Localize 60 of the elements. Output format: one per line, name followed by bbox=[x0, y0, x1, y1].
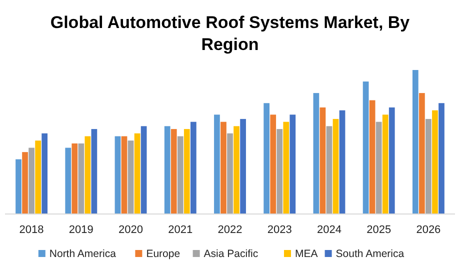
x-tick-label: 2019 bbox=[68, 224, 94, 236]
bar bbox=[382, 114, 388, 214]
x-tick-label: 2021 bbox=[168, 224, 193, 236]
bar bbox=[42, 133, 48, 214]
bar bbox=[369, 100, 376, 214]
legend-label: Asia Pacific bbox=[204, 248, 258, 260]
bar bbox=[388, 107, 395, 214]
bar bbox=[121, 136, 128, 214]
bar bbox=[72, 143, 78, 214]
bar bbox=[419, 93, 425, 214]
bar bbox=[339, 110, 346, 214]
bar bbox=[114, 136, 121, 214]
bar bbox=[84, 136, 91, 214]
bar bbox=[78, 143, 84, 214]
legend-label: North America bbox=[49, 248, 116, 260]
bar bbox=[220, 122, 226, 214]
bar bbox=[190, 122, 196, 214]
bar bbox=[28, 148, 34, 214]
bar bbox=[35, 140, 41, 214]
bar bbox=[313, 93, 320, 214]
x-tick-label: 2025 bbox=[366, 224, 392, 236]
bar bbox=[438, 103, 444, 214]
bar bbox=[170, 129, 177, 214]
bar bbox=[362, 82, 369, 214]
bar bbox=[91, 129, 98, 214]
bar bbox=[426, 118, 432, 214]
x-tick-label: 2022 bbox=[218, 224, 242, 236]
legend-label: South America bbox=[336, 248, 404, 260]
chart-title: Global Automotive Roof Systems Market, By Region bbox=[50, 13, 410, 54]
x-tick-label: 2020 bbox=[118, 224, 144, 236]
legend-label: MEA bbox=[295, 248, 318, 260]
bar bbox=[128, 140, 134, 214]
bar bbox=[65, 148, 72, 214]
bar bbox=[264, 103, 270, 214]
bar bbox=[320, 107, 326, 214]
legend-label: Europe bbox=[146, 248, 180, 260]
x-tick-label: 2023 bbox=[267, 224, 292, 236]
bar bbox=[227, 133, 233, 214]
x-tick-label: 2018 bbox=[19, 224, 44, 236]
bar bbox=[432, 110, 438, 214]
bar bbox=[134, 133, 140, 214]
bar bbox=[240, 118, 246, 214]
bar bbox=[270, 114, 276, 214]
bar bbox=[276, 129, 283, 214]
bar bbox=[214, 114, 220, 214]
x-tick-label: 2024 bbox=[316, 224, 342, 236]
bar bbox=[177, 136, 184, 214]
bar bbox=[283, 122, 290, 214]
bar bbox=[332, 118, 339, 214]
x-tick-label: 2026 bbox=[416, 224, 441, 236]
bar bbox=[184, 129, 190, 214]
bar bbox=[164, 126, 170, 214]
bar bbox=[22, 152, 28, 214]
bar bbox=[140, 126, 147, 214]
bar bbox=[326, 126, 332, 214]
bar bbox=[290, 114, 296, 214]
bar bbox=[376, 122, 382, 214]
bar bbox=[412, 70, 418, 214]
bar bbox=[16, 159, 22, 214]
bar bbox=[234, 126, 240, 214]
